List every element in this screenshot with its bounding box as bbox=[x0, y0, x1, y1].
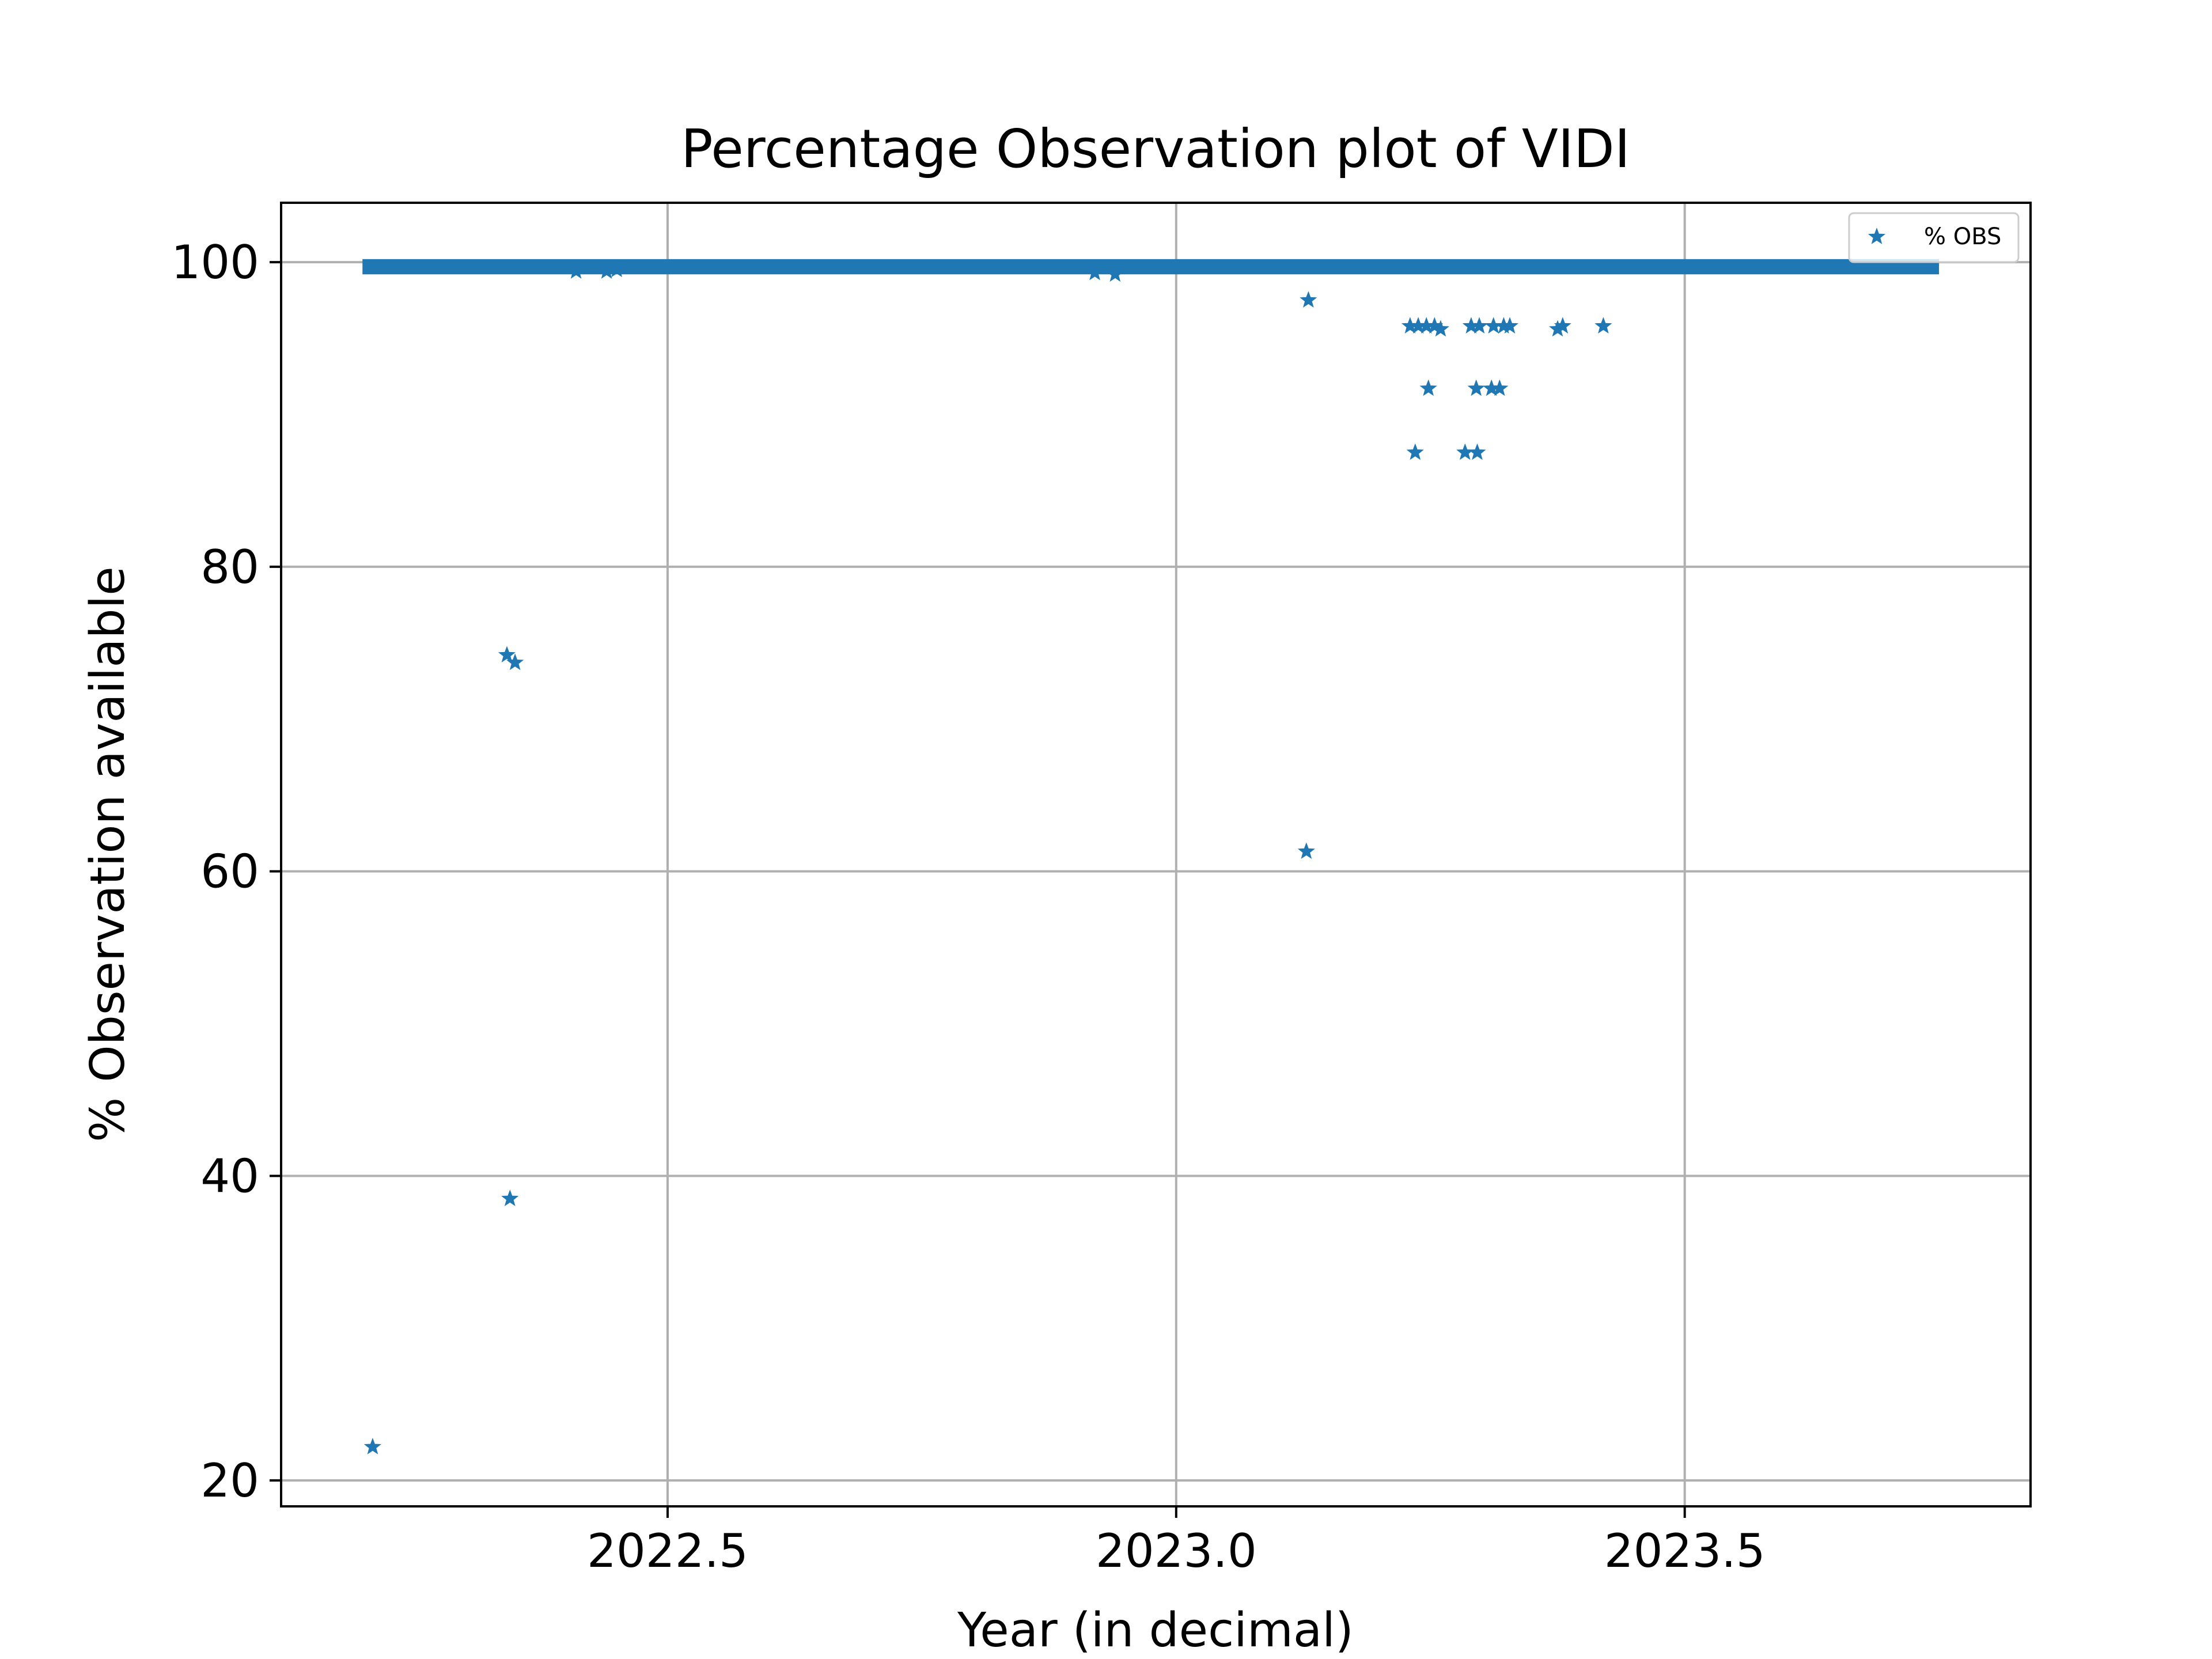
data-points bbox=[363, 260, 1612, 1455]
chart-title: Percentage Observation plot of VIDI bbox=[681, 118, 1630, 180]
data-point bbox=[1431, 320, 1450, 337]
x-tick-label: 2022.5 bbox=[587, 1524, 748, 1578]
data-band-near-100 bbox=[362, 259, 1940, 275]
y-tick-label: 20 bbox=[200, 1454, 259, 1508]
data-point bbox=[1594, 317, 1612, 334]
data-point bbox=[1106, 265, 1124, 282]
data-point bbox=[567, 262, 585, 279]
y-axis-label: % Observation available bbox=[81, 566, 135, 1142]
data-point bbox=[608, 260, 626, 278]
data-point bbox=[1554, 317, 1571, 334]
x-tick-label: 2023.5 bbox=[1604, 1524, 1766, 1578]
data-point bbox=[498, 646, 516, 663]
tick-marks bbox=[270, 261, 1686, 1518]
legend-star bbox=[1868, 228, 1886, 244]
data-point bbox=[1468, 443, 1486, 460]
x-tick-label: 2023.0 bbox=[1096, 1524, 1257, 1578]
y-tick-label: 100 bbox=[171, 236, 259, 289]
data-point bbox=[1300, 291, 1317, 308]
data-point bbox=[501, 1190, 519, 1206]
x-axis-label: Year (in decimal) bbox=[957, 1603, 1354, 1658]
y-tick-label: 60 bbox=[200, 845, 259, 899]
axes-frame bbox=[280, 202, 2032, 1508]
data-point bbox=[1467, 379, 1485, 396]
legend-box bbox=[1848, 212, 2020, 263]
legend-label: % OBS bbox=[1924, 224, 2001, 250]
data-point bbox=[1297, 842, 1315, 859]
data-point bbox=[1501, 317, 1518, 334]
data-point bbox=[1406, 443, 1424, 460]
data-point bbox=[1470, 317, 1488, 334]
tick-labels: 2022.5 2023.0 2023.5 20 40 60 80 100 bbox=[171, 236, 1765, 1578]
data-point bbox=[1419, 379, 1437, 396]
y-tick-label: 80 bbox=[200, 540, 259, 594]
data-point bbox=[363, 1438, 382, 1455]
y-tick-label: 40 bbox=[200, 1149, 259, 1203]
data-point bbox=[1491, 379, 1509, 396]
legend-marker bbox=[1868, 228, 1886, 244]
data-point bbox=[1086, 263, 1104, 281]
band-near-100 bbox=[362, 259, 1940, 275]
data-point bbox=[506, 653, 524, 671]
legend: % OBS bbox=[1848, 212, 2020, 263]
